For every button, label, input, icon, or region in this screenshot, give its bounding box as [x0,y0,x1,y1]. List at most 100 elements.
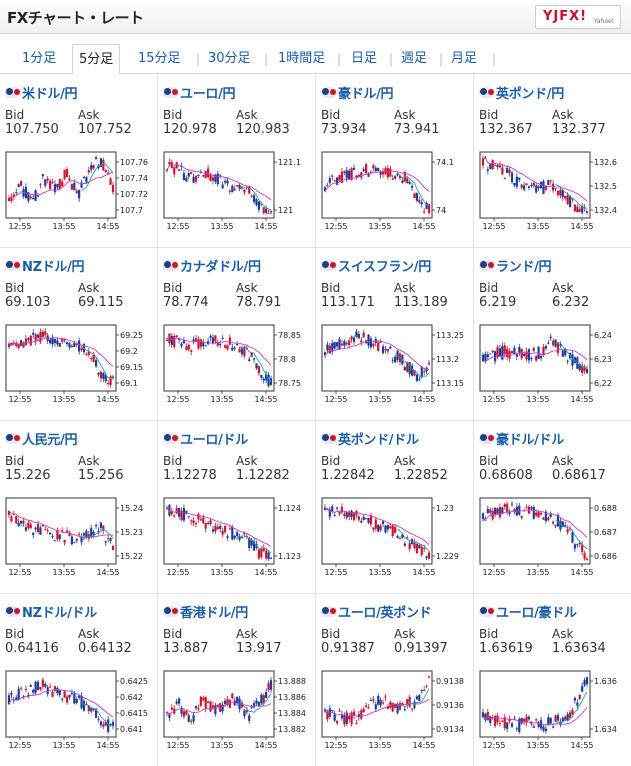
candle-body [386,348,389,352]
pair-name-link[interactable]: ユーロ/ドル [163,429,248,448]
candle-body [85,177,88,183]
moving-average-line [555,692,588,725]
pair-name-link[interactable]: 豪ドル/円 [321,83,394,102]
pair-name-link[interactable]: NZドル/ドル [5,602,97,621]
candle-body [338,339,341,349]
candle-body [481,158,485,166]
pair-name-link[interactable]: ランド/円 [479,256,552,275]
candle-body [360,520,363,523]
candle-body [506,722,509,729]
mini-chart: 113.25 113.2 113.15 12:55 13:55 14:55 [321,324,464,404]
candle-body [228,190,231,192]
tab-6[interactable]: 日足 [351,51,378,66]
y-axis-tick-label: 107.74 [120,174,148,183]
rate-cell[interactable]: ユーロ/円 Bid Ask 120.978 120.983 121.1 121 12:55 13… [158,74,316,247]
candle-body [503,345,506,355]
bid-value: 1.12278 [163,468,217,483]
tab-4[interactable]: 30分足 [208,51,251,66]
rate-cell[interactable]: スイスフラン/円 Bid Ask 113.171 113.189 113.25 113.2 1… [316,247,474,420]
pair-name-link[interactable]: ユーロ/豪ドル [479,602,577,621]
tab-3[interactable]: 15分足 [138,51,181,66]
pair-name: ランド/円 [496,260,552,275]
candle-body [549,180,552,182]
pair-name-link[interactable]: 米ドル/円 [5,83,78,102]
candle-body [19,687,23,689]
bid-label: Bid [5,108,25,122]
rate-cell[interactable]: NZドル/ドル Bid Ask 0.64116 0.64132 0.6425 0.642 0.… [0,593,158,766]
y-axis-tick-label: 121 [278,206,293,215]
pair-name-link[interactable]: NZドル/円 [5,256,85,275]
rate-cell[interactable]: ユーロ/ドル Bid Ask 1.12278 1.12282 1.124 1.123 12:5… [158,420,316,593]
candle-body [36,681,40,690]
rate-cell[interactable]: ユーロ/豪ドル Bid Ask 1.63619 1.63634 1.636 1.634 12:… [474,593,631,766]
pair-name-link[interactable]: 香港ドル/円 [163,602,248,621]
ask-label: Ask [394,108,416,122]
rate-cell[interactable]: 豪ドル/ドル Bid Ask 0.68608 0.68617 0.688 0.687 0.68… [474,420,631,593]
rate-cell[interactable]: カナダドル/円 Bid Ask 78.774 78.791 78.85 78.8 78.75 1… [158,247,316,420]
candle-body [491,159,494,170]
currency-flag-icon [163,87,179,98]
moving-average-line [166,701,272,716]
candle-body [581,544,584,552]
candle-body [199,696,202,706]
currency-flag-icon [321,87,337,98]
y-axis-tick-label: 0.9134 [436,725,464,734]
bid-label: Bid [479,627,499,641]
candle-body [7,197,11,201]
rate-cell[interactable]: 豪ドル/円 Bid Ask 73.934 73.941 74.1 74 12:55 13:55 1… [316,74,474,247]
rate-cell[interactable]: 米ドル/円 Bid Ask 107.750 107.752 107.76 107.74 107… [0,74,158,247]
rate-cell[interactable]: 人民元/円 Bid Ask 15.226 15.256 15.24 15.23 15.22 12… [0,420,158,593]
pair-name-link[interactable]: 英ポンド/円 [479,83,564,102]
chart-frame [479,670,591,738]
tab-1[interactable]: 1分足 [22,51,57,66]
pair-name-link[interactable]: スイスフラン/円 [321,256,431,275]
x-axis-tick-label: 12:55 [324,395,347,404]
tab-7[interactable]: 週足 [401,51,428,66]
candle-body [544,728,547,732]
pair-name-link[interactable]: ユーロ/英ポンド [321,602,432,621]
tab-2[interactable]: 5分足 [72,44,121,75]
tab-8[interactable]: 月足 [451,51,478,66]
rate-cell[interactable]: 英ポンド/円 Bid Ask 132.367 132.377 132.6 132.5 132.… [474,74,631,247]
rate-cell[interactable]: 香港ドル/円 Bid Ask 13.887 13.917 13.888 13.886 13.8… [158,593,316,766]
x-axis-tick-label: 14:55 [254,395,277,404]
candle-body [338,710,341,712]
pair-name: ユーロ/豪ドル [496,606,577,621]
moving-average-line [482,157,588,202]
candle-body [168,714,171,718]
candle-body [221,704,224,712]
candle-body [204,171,207,179]
y-axis-tick-label: 15.22 [120,552,143,561]
candle-body [24,688,28,690]
candle-body [80,536,83,542]
candle-body [559,520,562,530]
candle-body [65,342,69,345]
tab-5[interactable]: 1時間足 [278,51,326,66]
rate-cell[interactable]: ランド/円 Bid Ask 6.219 6.232 6.24 6.23 6.22 12:55 13… [474,247,631,420]
candle-body [170,510,173,515]
candle-body [406,537,409,539]
candle-body [56,183,59,188]
candle-body [367,707,370,709]
candle-body [257,201,261,210]
candle-body [350,336,353,340]
pair-name-link[interactable]: 英ポンド/ドル [321,429,419,448]
x-axis-tick-label: 13:55 [52,568,75,577]
pair-name-link[interactable]: 人民元/円 [5,429,78,448]
candle-body [245,710,248,713]
candle-body [36,334,40,338]
bid-value: 13.887 [163,641,209,656]
candle-body [527,716,531,720]
ask-value: 1.63634 [552,641,606,656]
yjfx-logo[interactable]: YJFX! Yahoo! [535,5,621,29]
rate-cell[interactable]: 英ポンド/ドル Bid Ask 1.22842 1.22852 1.23 1.229 12:5… [316,420,474,593]
candle-body [338,175,341,181]
pair-name-link[interactable]: ユーロ/円 [163,83,236,102]
pair-name-link[interactable]: カナダドル/円 [163,256,261,275]
candle-body [85,354,88,356]
candle-body [10,196,13,201]
pair-name-link[interactable]: 豪ドル/ドル [479,429,564,448]
rate-cell[interactable]: ユーロ/英ポンド Bid Ask 0.91387 0.91397 0.9138 0.9136… [316,593,474,766]
rate-cell[interactable]: NZドル/円 Bid Ask 69.103 69.115 69.25 69.2 69.15 69… [0,247,158,420]
candle-body [192,339,195,342]
